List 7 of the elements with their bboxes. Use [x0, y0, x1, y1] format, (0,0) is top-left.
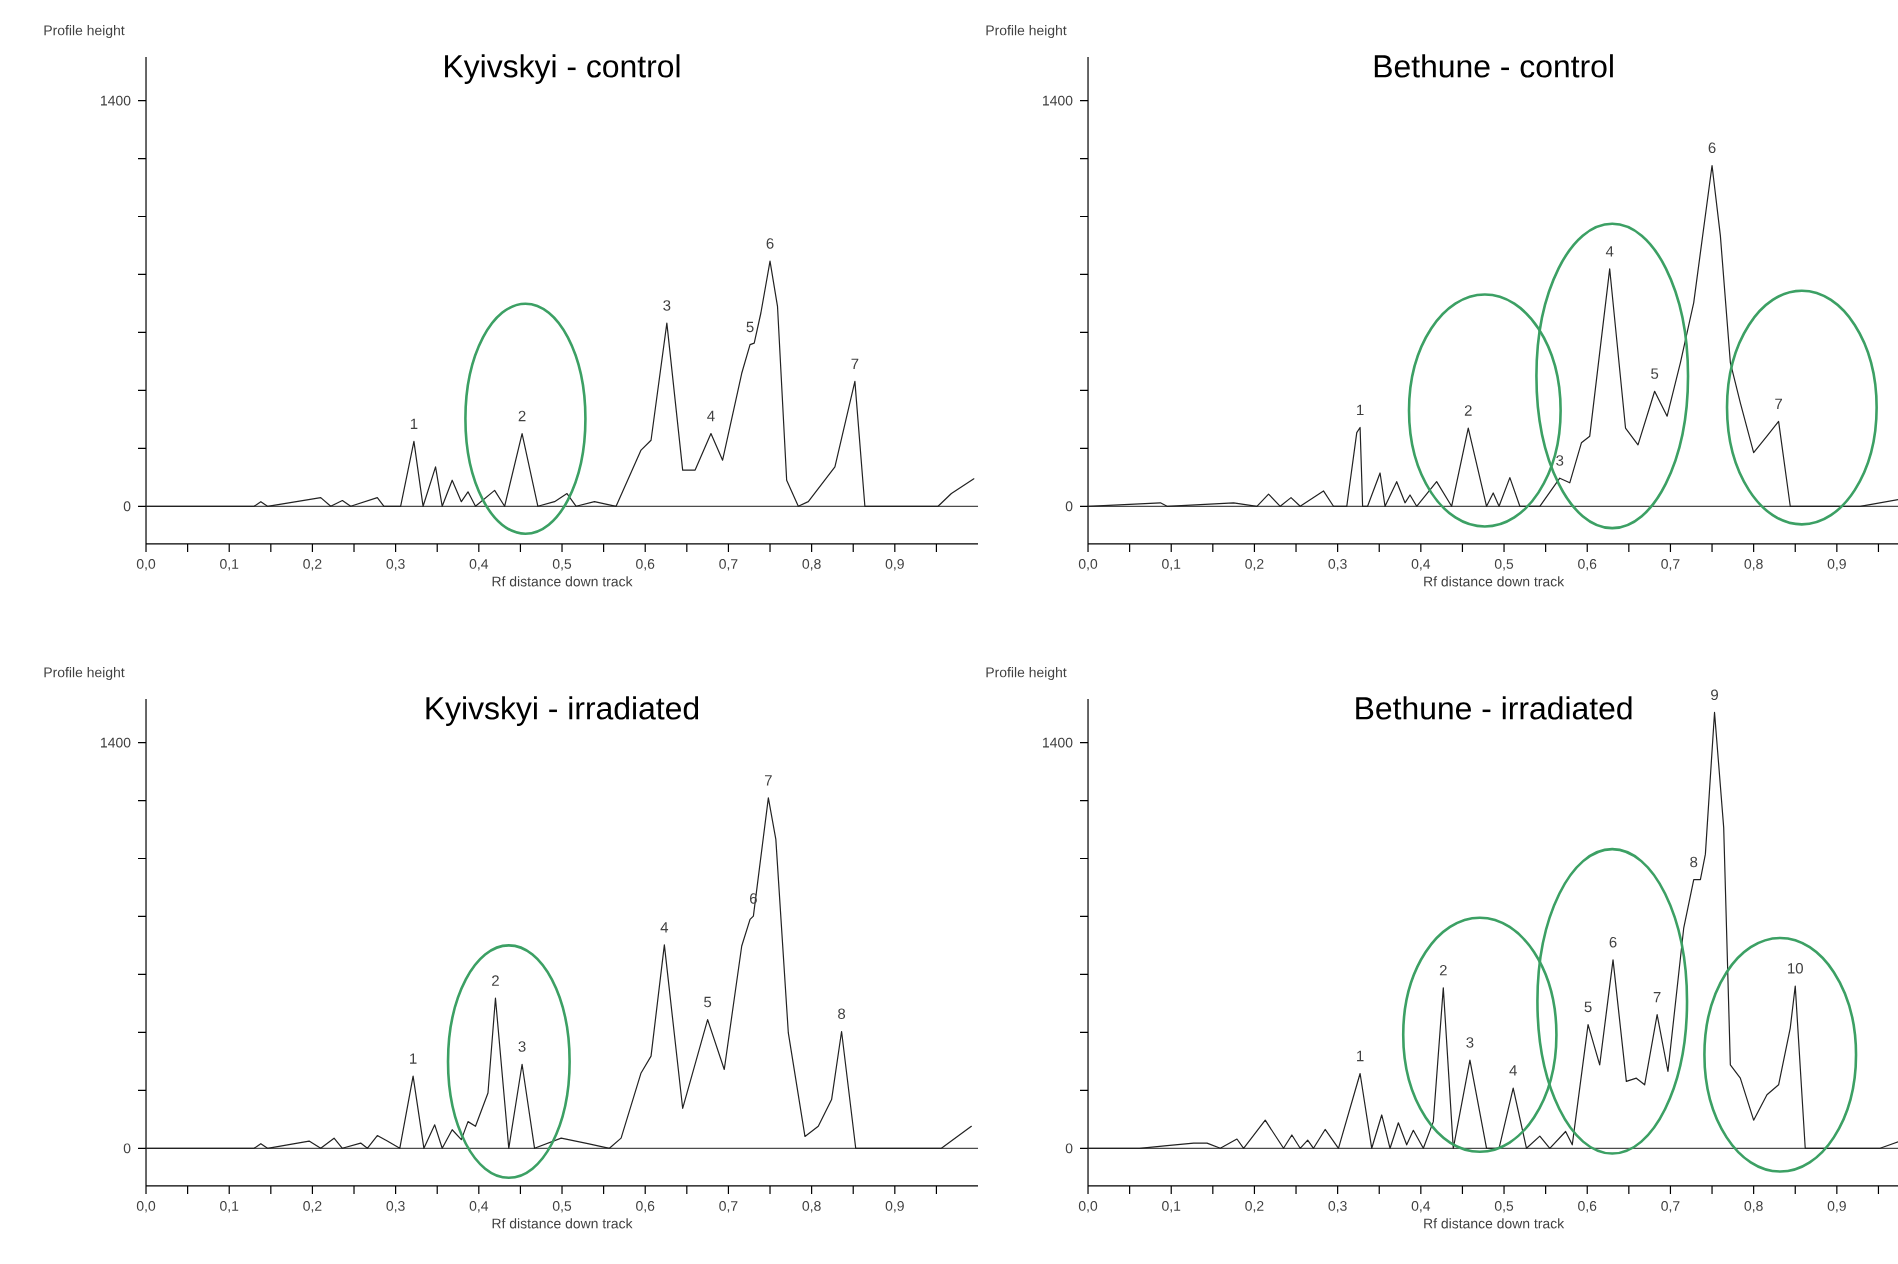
- chart-title: Bethune - control: [1374, 54, 1613, 78]
- chart-title: Kyivskyi - irradiated: [426, 696, 699, 726]
- line-series: [145, 797, 972, 1149]
- chart-title: Bethune - irradiated: [1356, 696, 1632, 720]
- line-series: [145, 260, 975, 507]
- chart-title: Kyivskyi - control: [445, 54, 680, 84]
- line-series: [1087, 164, 1898, 507]
